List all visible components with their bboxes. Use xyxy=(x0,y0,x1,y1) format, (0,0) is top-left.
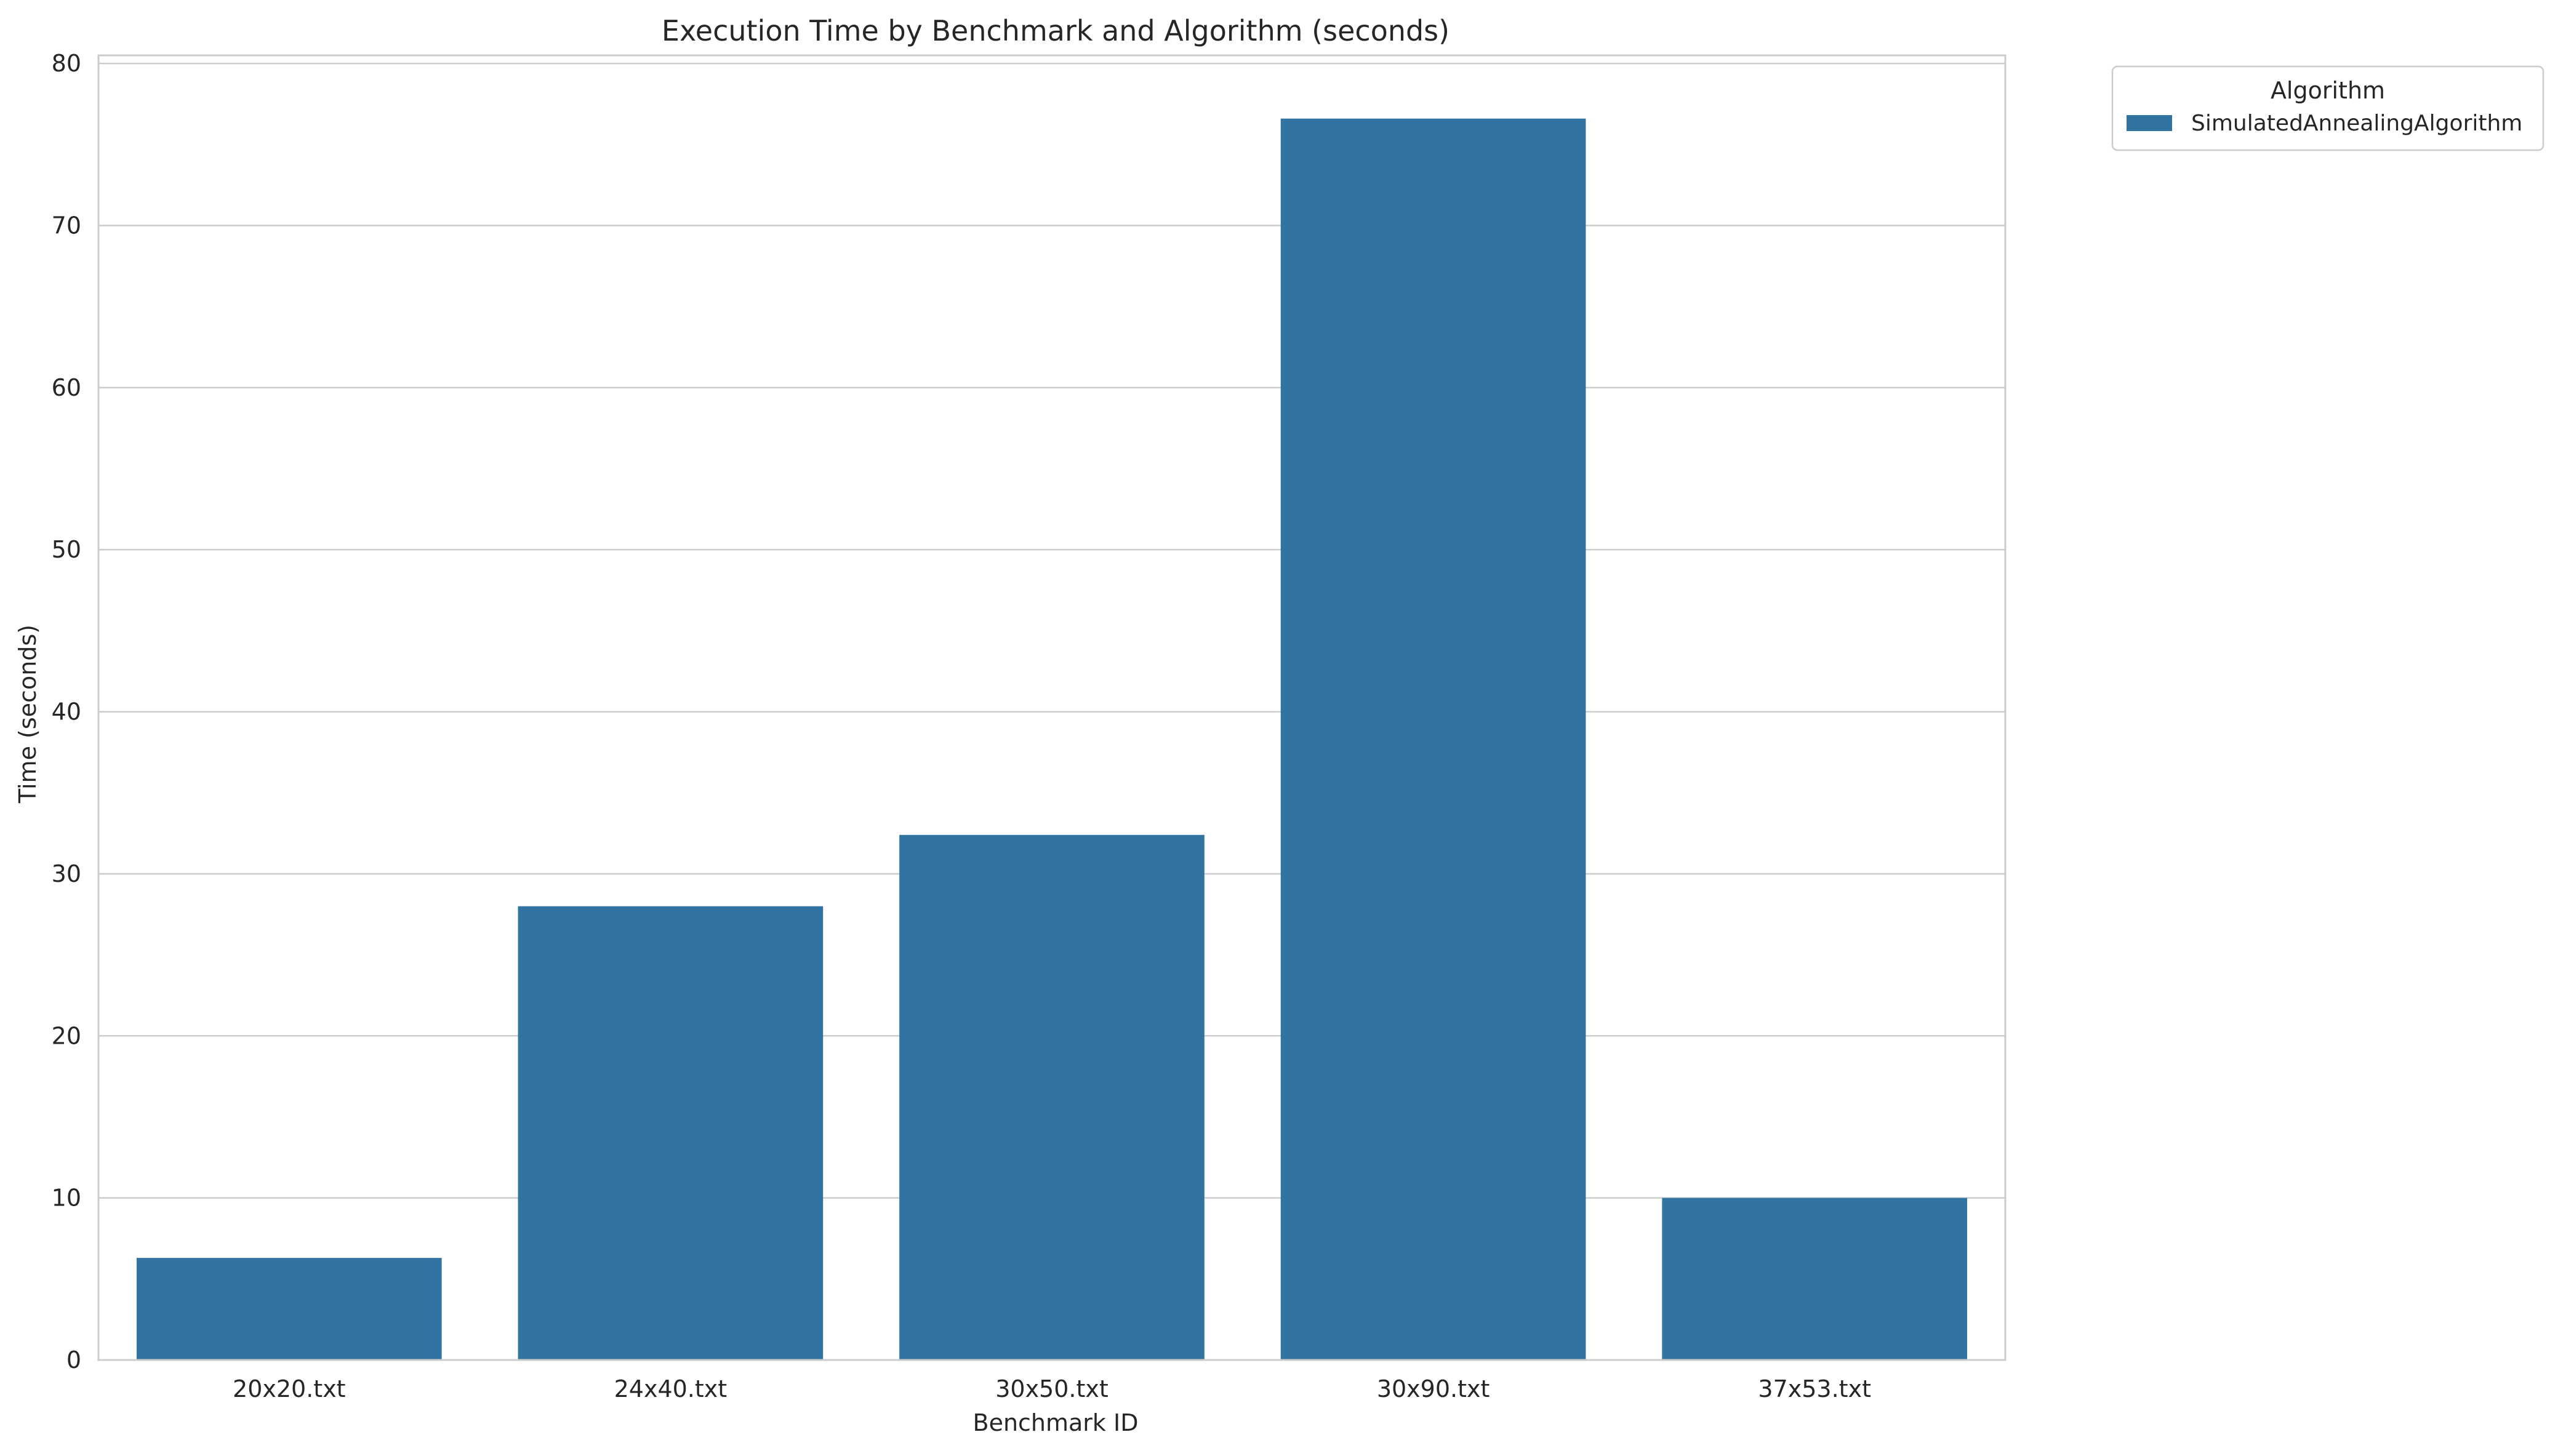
x-tick-label: 20x20.txt xyxy=(233,1375,346,1402)
x-tick-label: 37x53.txt xyxy=(1758,1375,1871,1402)
chart-title: Execution Time by Benchmark and Algorith… xyxy=(662,14,1449,47)
bar xyxy=(899,834,1205,1360)
x-tick-label: 24x40.txt xyxy=(614,1375,728,1402)
y-tick-label: 60 xyxy=(52,374,81,401)
legend-title: Algorithm xyxy=(2271,77,2385,104)
axes: 0 10 20 30 40 50 60 70 80 20x20.txt 24x40.txt 30x50… xyxy=(52,50,2007,1402)
y-tick-label: 20 xyxy=(52,1022,81,1049)
x-axis-label: Benchmark ID xyxy=(973,1409,1139,1436)
plot-frame xyxy=(97,54,2007,1361)
bar xyxy=(1280,118,1586,1361)
y-tick-label: 30 xyxy=(52,860,81,887)
bars xyxy=(136,118,1968,1361)
legend-swatch xyxy=(2127,115,2172,131)
bar xyxy=(518,906,824,1360)
y-tick-label: 80 xyxy=(52,50,81,77)
bar xyxy=(136,1258,442,1360)
y-axis-label: Time (seconds) xyxy=(14,625,41,804)
x-tick-label: 30x50.txt xyxy=(995,1375,1109,1402)
x-tick-label: 30x90.txt xyxy=(1377,1375,1490,1402)
y-tick-label: 40 xyxy=(52,698,81,726)
bar xyxy=(1662,1198,1968,1360)
y-tick-label: 50 xyxy=(52,536,81,563)
grid-lines xyxy=(98,62,2005,1361)
legend-frame xyxy=(2111,65,2544,151)
legend: Algorithm SimulatedAnnealingAlgorithm xyxy=(2111,65,2544,151)
y-tick-label: 0 xyxy=(66,1346,81,1374)
legend-entry-label: SimulatedAnnealingAlgorithm xyxy=(2191,111,2522,136)
y-tick-label: 70 xyxy=(52,212,81,239)
y-tick-label: 10 xyxy=(52,1185,81,1212)
